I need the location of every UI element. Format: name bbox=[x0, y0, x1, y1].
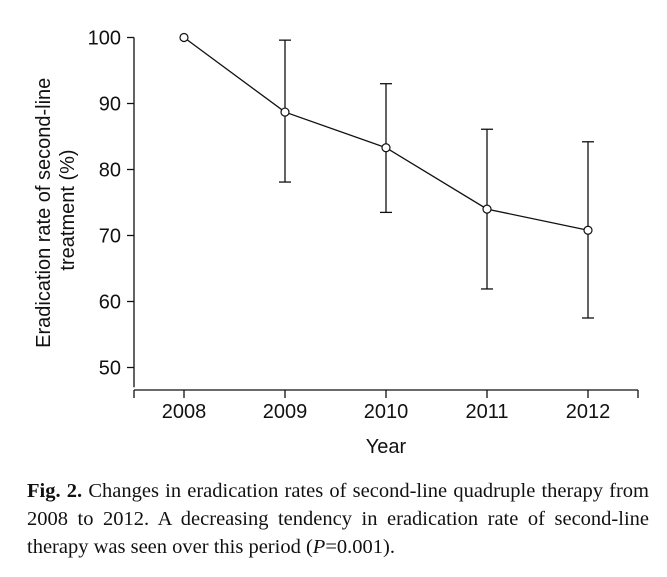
data-point-marker bbox=[280, 107, 290, 117]
data-point-marker bbox=[482, 204, 492, 214]
data-point-marker bbox=[583, 225, 593, 235]
y-tick-label: 100 bbox=[88, 28, 121, 50]
y-tick-label: 50 bbox=[99, 358, 121, 380]
y-axis-label: Eradication rate of second-line treatmen… bbox=[33, 72, 79, 348]
y-tick-label: 70 bbox=[99, 226, 121, 248]
x-tick-label: 2008 bbox=[162, 401, 207, 423]
x-tick-label: 2012 bbox=[566, 401, 611, 423]
y-axis: 50 60 70 80 90 100 bbox=[88, 28, 135, 388]
x-tick-label: 2009 bbox=[263, 401, 308, 423]
figure-caption: Fig. 2. Changes in eradication rates of … bbox=[27, 477, 649, 561]
y-axis-label-line-2: treatment (%) bbox=[57, 149, 79, 270]
caption-label: Fig. 2. bbox=[27, 480, 83, 502]
data-series bbox=[179, 32, 593, 235]
y-tick-label: 60 bbox=[99, 292, 121, 314]
y-tick-label: 90 bbox=[99, 94, 121, 116]
x-tick-label: 2010 bbox=[364, 401, 409, 423]
x-axis: 2008 2009 2010 2011 2012 bbox=[133, 389, 639, 423]
y-axis-label-line-1: Eradication rate of second-line bbox=[33, 78, 55, 348]
x-axis-label: Year bbox=[366, 436, 407, 458]
data-point-marker bbox=[179, 32, 189, 43]
x-tick-label: 2011 bbox=[465, 401, 508, 423]
y-tick-label: 80 bbox=[99, 160, 121, 182]
caption-text-end: =0.001). bbox=[325, 536, 395, 558]
caption-p-symbol: P bbox=[312, 536, 326, 558]
caption-text-start: Changes in eradication rates of second-l… bbox=[27, 480, 649, 558]
data-point-marker bbox=[381, 143, 391, 153]
